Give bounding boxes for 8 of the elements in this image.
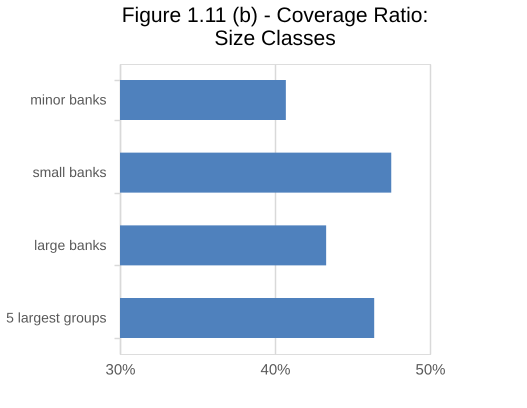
y-tick-label: large banks	[34, 236, 106, 253]
y-tick-label: small banks	[32, 164, 106, 180]
y-tick-label: 5 largest groups	[6, 310, 106, 326]
x-tick-label: 50%	[415, 362, 446, 378]
x-tick-label: 40%	[260, 362, 291, 378]
x-tick-label: 30%	[105, 362, 136, 378]
chart-title: Figure 1.11 (b) - Coverage Ratio: Size Classes	[122, 4, 428, 50]
y-tick-label: minor banks	[30, 91, 106, 108]
